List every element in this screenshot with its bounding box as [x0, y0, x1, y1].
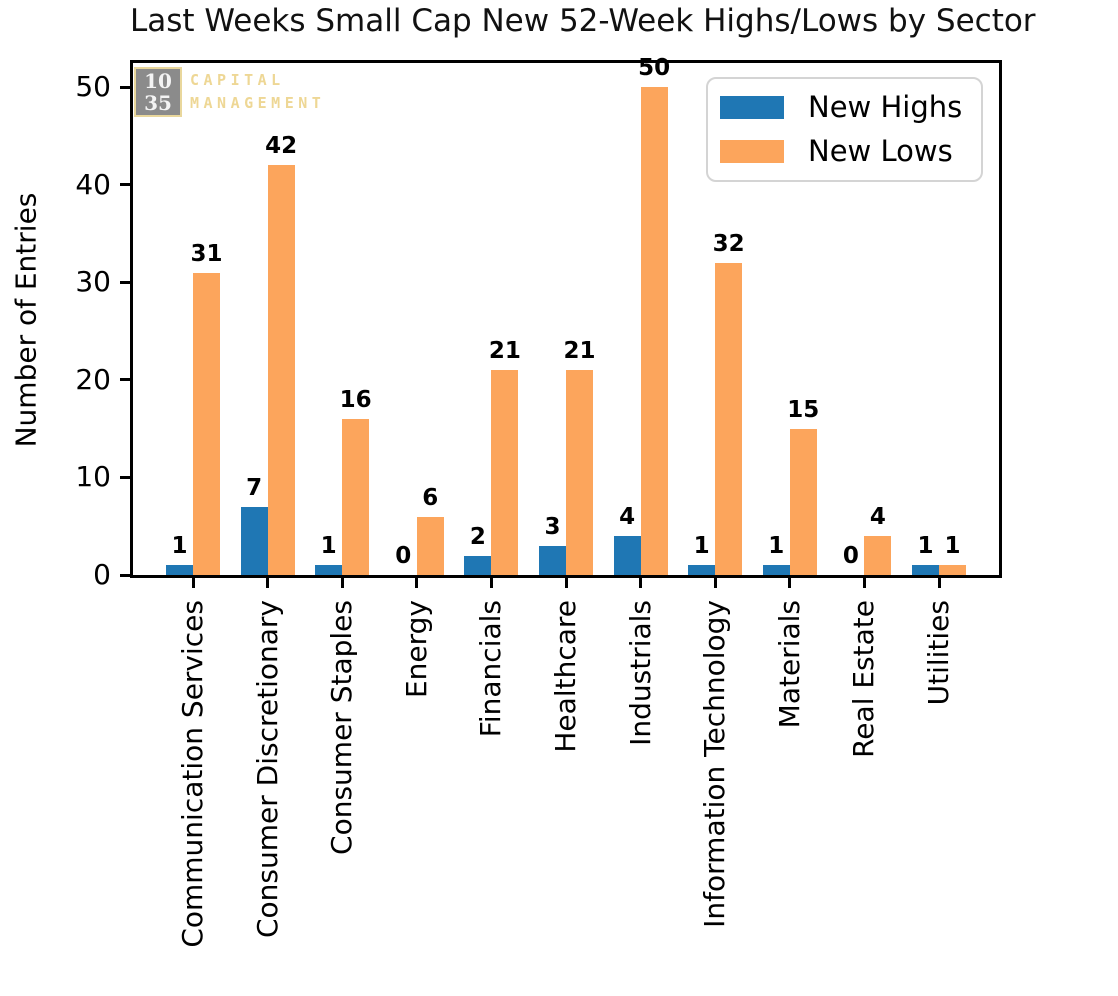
value-label-new-lows-real-estate: 4 — [869, 504, 886, 530]
value-label-new-highs-real-estate: 0 — [842, 543, 859, 569]
bar-new-highs-utilities — [912, 565, 939, 575]
x-tick-consumer-discretionary — [266, 578, 270, 588]
logo-number-bottom: 35 — [144, 91, 172, 115]
bar-new-lows-communication-services — [193, 272, 220, 575]
x-tick-financials — [489, 578, 493, 588]
x-tick-label-utilities: Utilities — [922, 600, 955, 706]
x-tick-label-energy: Energy — [399, 600, 433, 699]
value-label-new-highs-industrials: 4 — [619, 504, 636, 530]
company-logo: 10 35 CAPITAL MANAGEMENT — [134, 67, 325, 117]
y-tick-label-40: 40 — [75, 167, 111, 201]
x-tick-label-real-estate: Real Estate — [847, 600, 881, 758]
plot-area: 10 35 CAPITAL MANAGEMENT New Highs New Lo… — [75, 55, 1002, 948]
value-label-new-lows-materials: 15 — [787, 396, 820, 423]
y-tick-40 — [120, 183, 130, 187]
bar-new-highs-financials — [464, 555, 492, 575]
bar-new-lows-healthcare — [566, 370, 593, 575]
y-tick-10 — [120, 475, 130, 479]
value-label-new-lows-utilities: 1 — [944, 533, 961, 560]
logo-text-capital: CAPITAL — [190, 71, 285, 89]
y-tick-20 — [120, 378, 130, 382]
x-tick-industrials — [639, 578, 643, 588]
value-label-new-lows-consumer-discretionary: 42 — [265, 133, 298, 160]
y-tick-label-30: 30 — [75, 265, 111, 299]
bar-new-lows-industrials — [640, 87, 668, 575]
bar-new-highs-information-technology — [688, 565, 716, 575]
x-tick-label-communication-services: Communication Services — [176, 600, 209, 948]
x-tick-energy — [415, 578, 419, 588]
value-label-new-lows-industrials: 50 — [638, 55, 671, 82]
value-label-new-highs-energy: 0 — [395, 543, 412, 569]
bar-new-highs-industrials — [613, 536, 641, 575]
value-label-new-lows-healthcare: 21 — [563, 338, 596, 365]
y-tick-0 — [120, 573, 130, 577]
x-tick-label-consumer-discretionary: Consumer Discretionary — [250, 600, 284, 938]
legend-label-new-highs: New Highs — [808, 90, 963, 124]
y-tick-label-10: 10 — [75, 460, 111, 494]
value-label-new-lows-energy: 6 — [422, 484, 439, 511]
x-tick-utilities — [937, 578, 941, 588]
x-tick-real-estate — [862, 578, 866, 588]
x-tick-consumer-staples — [340, 578, 344, 588]
x-tick-information-technology — [713, 578, 717, 588]
logo-number-top: 10 — [144, 69, 172, 93]
value-label-new-lows-information-technology: 32 — [712, 230, 745, 257]
bar-new-lows-utilities — [939, 565, 966, 575]
value-label-new-highs-consumer-staples: 1 — [320, 533, 337, 560]
y-tick-label-20: 20 — [75, 362, 111, 396]
logo-wordmark: CAPITAL MANAGEMENT — [190, 69, 325, 115]
value-label-new-highs-utilities: 1 — [917, 533, 934, 560]
bar-new-lows-consumer-staples — [342, 418, 370, 575]
bar-new-highs-consumer-staples — [315, 565, 343, 575]
bar-new-lows-energy — [416, 516, 444, 575]
chart-title: Last Weeks Small Cap New 52-Week Highs/L… — [130, 3, 1036, 39]
x-tick-label-information-technology: Information Technology — [698, 600, 732, 928]
bar-new-highs-consumer-discretionary — [240, 506, 268, 575]
legend-swatch-new-highs — [720, 96, 784, 119]
bar-new-lows-materials — [789, 428, 817, 575]
logo-text-management: MANAGEMENT — [190, 94, 326, 112]
bar-new-highs-healthcare — [539, 545, 566, 575]
y-tick-label-50: 50 — [75, 70, 111, 104]
y-tick-50 — [120, 85, 130, 89]
x-tick-materials — [788, 578, 792, 588]
bar-new-highs-materials — [762, 565, 790, 575]
logo-1035-badge: 10 35 — [134, 67, 182, 117]
y-axis-label: Number of Entries — [9, 192, 43, 448]
x-tick-communication-services — [191, 578, 195, 588]
legend-swatch-new-lows — [720, 140, 784, 163]
value-label-new-lows-communication-services: 31 — [190, 240, 223, 267]
y-tick-30 — [120, 280, 130, 284]
x-tick-label-consumer-staples: Consumer Staples — [325, 600, 359, 855]
x-tick-label-healthcare: Healthcare — [549, 600, 582, 753]
value-label-new-highs-consumer-discretionary: 7 — [246, 474, 263, 501]
value-label-new-highs-financials: 2 — [469, 523, 486, 550]
bar-new-lows-consumer-discretionary — [267, 165, 295, 575]
bar-new-lows-information-technology — [715, 262, 743, 575]
x-tick-label-materials: Materials — [772, 600, 806, 729]
x-tick-healthcare — [564, 578, 568, 588]
y-tick-label-0: 0 — [93, 558, 111, 591]
value-label-new-highs-information-technology: 1 — [693, 533, 710, 560]
legend-label-new-lows: New Lows — [808, 134, 953, 168]
legend-row-new-highs: New Highs — [720, 90, 969, 125]
value-label-new-highs-materials: 1 — [768, 533, 785, 560]
value-label-new-highs-communication-services: 1 — [171, 533, 188, 560]
bar-new-lows-real-estate — [864, 536, 892, 575]
legend-row-new-lows: New Lows — [720, 134, 969, 169]
value-label-new-highs-healthcare: 3 — [544, 513, 561, 540]
legend: New Highs New Lows — [706, 77, 983, 182]
x-tick-label-industrials: Industrials — [623, 600, 657, 746]
bar-new-highs-communication-services — [166, 565, 193, 575]
value-label-new-lows-financials: 21 — [488, 338, 521, 365]
value-label-new-lows-consumer-staples: 16 — [339, 386, 372, 413]
bar-new-lows-financials — [491, 370, 519, 575]
x-tick-label-financials: Financials — [474, 600, 508, 738]
